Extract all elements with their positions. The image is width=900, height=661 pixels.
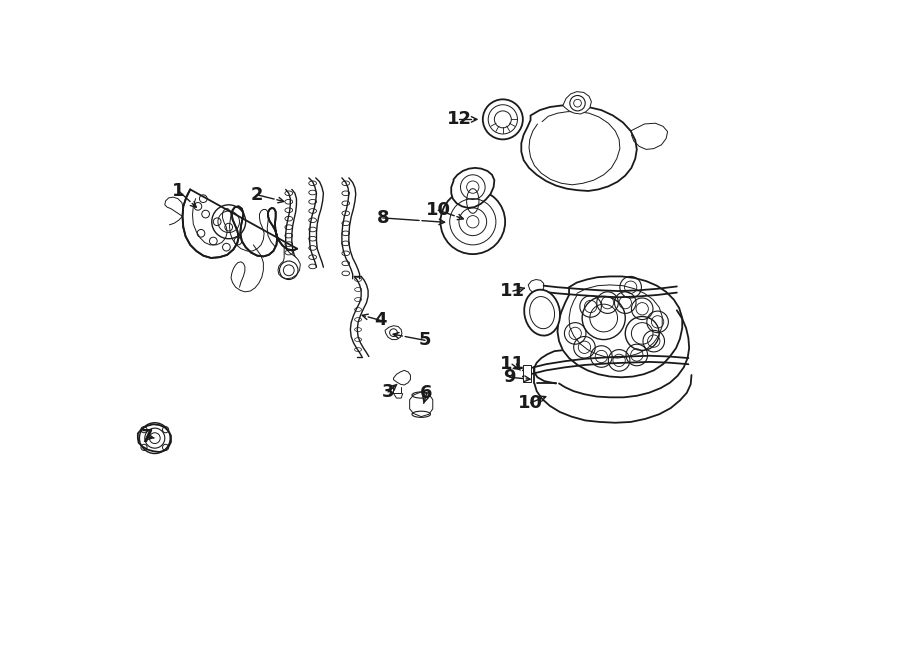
Polygon shape — [393, 370, 410, 385]
Text: 1: 1 — [173, 182, 184, 200]
Text: 12: 12 — [446, 110, 472, 128]
Text: 9: 9 — [503, 368, 516, 386]
Polygon shape — [521, 106, 637, 191]
Text: 11: 11 — [500, 282, 526, 300]
Polygon shape — [557, 276, 682, 377]
Text: 4: 4 — [374, 311, 387, 329]
Polygon shape — [385, 326, 402, 340]
Text: 3: 3 — [382, 383, 394, 401]
Polygon shape — [523, 365, 530, 382]
Text: 10: 10 — [518, 394, 543, 412]
Text: 11: 11 — [500, 355, 525, 373]
Polygon shape — [528, 280, 544, 293]
Polygon shape — [183, 190, 297, 258]
Text: 10: 10 — [426, 201, 451, 219]
Polygon shape — [138, 424, 171, 452]
Text: 5: 5 — [418, 331, 431, 350]
Circle shape — [482, 99, 523, 139]
Polygon shape — [278, 247, 301, 279]
Ellipse shape — [524, 290, 560, 336]
Polygon shape — [451, 168, 494, 208]
Text: 8: 8 — [376, 209, 389, 227]
Polygon shape — [562, 92, 591, 114]
Polygon shape — [410, 392, 433, 416]
Circle shape — [440, 190, 505, 254]
Text: 7: 7 — [140, 428, 153, 446]
Text: 6: 6 — [420, 385, 433, 403]
Text: 2: 2 — [251, 186, 264, 204]
